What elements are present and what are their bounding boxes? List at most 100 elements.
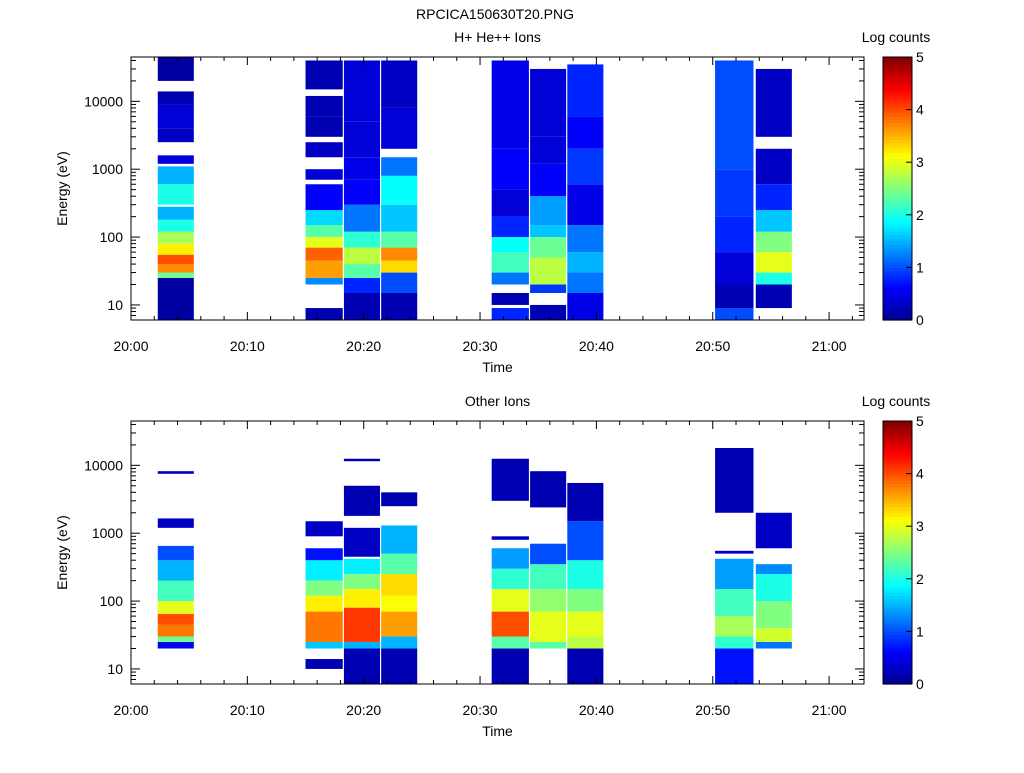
heatmap-cell — [157, 254, 194, 265]
colorbar-step — [883, 660, 912, 665]
heatmap-cell — [491, 308, 529, 320]
colorbar-step — [883, 506, 912, 511]
colorbar-tick-label: 1 — [916, 259, 924, 275]
time-column — [567, 64, 604, 320]
time-column — [305, 60, 343, 320]
y-tick-label: 10 — [107, 297, 123, 313]
time-column — [491, 60, 529, 320]
heatmap-cell — [755, 148, 792, 185]
heatmap-cell — [305, 611, 343, 642]
heatmap-cell — [715, 636, 754, 649]
heatmap-cell — [305, 560, 343, 581]
colorbar-step — [883, 549, 912, 554]
colorbar-step — [883, 83, 912, 88]
colorbar-step — [883, 509, 912, 514]
colorbar-step — [883, 480, 912, 485]
colorbar-step — [883, 260, 912, 265]
heatmap-cell — [530, 68, 567, 137]
heatmap-cell — [305, 595, 343, 612]
heatmap-cell — [343, 641, 380, 649]
colorbar-step — [883, 473, 912, 478]
colorbar-step — [883, 667, 912, 672]
colorbar-step — [883, 434, 912, 439]
heatmap-cell — [491, 458, 529, 501]
colorbar-step — [883, 496, 912, 501]
heatmap-cell — [530, 136, 567, 164]
colorbar-step — [883, 572, 912, 577]
colorbar-step — [883, 122, 912, 127]
time-column — [491, 458, 529, 684]
colorbar-step — [883, 112, 912, 117]
colorbar-step — [883, 444, 912, 448]
colorbar-label: Log counts — [862, 393, 931, 409]
colorbar-step — [883, 585, 912, 590]
time-column — [567, 482, 604, 684]
y-tick-label: 1000 — [92, 525, 123, 541]
y-tick-label: 10000 — [84, 457, 123, 473]
colorbar-step — [883, 657, 912, 662]
heatmap-cell — [157, 243, 194, 255]
plot-frame — [130, 420, 865, 685]
x-tick-label: 20:10 — [230, 702, 265, 718]
heatmap-cell — [305, 95, 343, 117]
colorbar-step — [883, 106, 912, 111]
heatmap-cell — [567, 64, 604, 117]
heatmap-cell — [343, 589, 380, 608]
heatmap-cell — [491, 189, 529, 217]
x-tick-label: 21:00 — [812, 338, 847, 354]
heatmap-cell — [157, 613, 194, 625]
colorbar-step — [883, 119, 912, 124]
heatmap-cell — [715, 60, 754, 170]
heatmap-cell — [305, 142, 343, 158]
heatmap-cell — [343, 60, 380, 122]
colorbar-step — [883, 244, 912, 249]
colorbar-step — [883, 605, 912, 609]
colorbar-step — [883, 300, 912, 305]
x-tick-label: 20:50 — [695, 338, 730, 354]
colorbar-step — [883, 218, 912, 222]
colorbar-step — [883, 158, 912, 163]
colorbar-step — [883, 316, 912, 321]
time-column — [755, 512, 792, 649]
colorbar-step — [883, 565, 912, 570]
colorbar-step — [883, 651, 912, 656]
colorbar-tick-label: 4 — [916, 102, 924, 118]
heatmap-cell — [567, 636, 604, 649]
heatmap-cell — [305, 260, 343, 278]
plot-frame — [130, 56, 865, 321]
panel-title: Other Ions — [465, 393, 530, 409]
colorbar-step — [883, 257, 912, 262]
colorbar-step — [883, 168, 912, 173]
colorbar-step — [883, 237, 912, 242]
heatmap-cell — [157, 57, 194, 81]
heatmap-cell — [755, 252, 792, 273]
colorbar-label: Log counts — [862, 29, 931, 45]
heatmap-cell — [305, 308, 343, 320]
colorbar-tick-label: 5 — [916, 49, 924, 65]
heatmap-cell — [381, 553, 418, 575]
heatmap-cell — [305, 277, 343, 285]
heatmap-cell — [157, 91, 194, 105]
heatmap-cell — [343, 121, 380, 158]
x-tick-label: 20:10 — [230, 338, 265, 354]
colorbar-step — [883, 231, 912, 236]
colorbar-step — [883, 664, 912, 669]
colorbar-step — [883, 490, 912, 494]
colorbar-step — [883, 99, 912, 104]
heatmap-cell — [305, 60, 343, 90]
heatmap-cell — [343, 231, 380, 248]
colorbar-step — [883, 644, 912, 649]
colorbar-step — [883, 552, 912, 557]
colorbar: 0 1 2 3 4 5 Log counts — [862, 29, 931, 328]
heatmap-cell — [715, 252, 754, 285]
heatmap-cell — [530, 543, 567, 565]
x-tick-label: 20:30 — [463, 702, 498, 718]
heatmap-cell — [491, 292, 529, 305]
colorbar-step — [883, 670, 912, 675]
heatmap-cell — [381, 175, 418, 205]
heatmap-cell — [343, 607, 380, 642]
heatmap-cell — [157, 545, 194, 561]
heatmap-cell — [157, 518, 194, 528]
colorbar-step — [883, 463, 912, 468]
